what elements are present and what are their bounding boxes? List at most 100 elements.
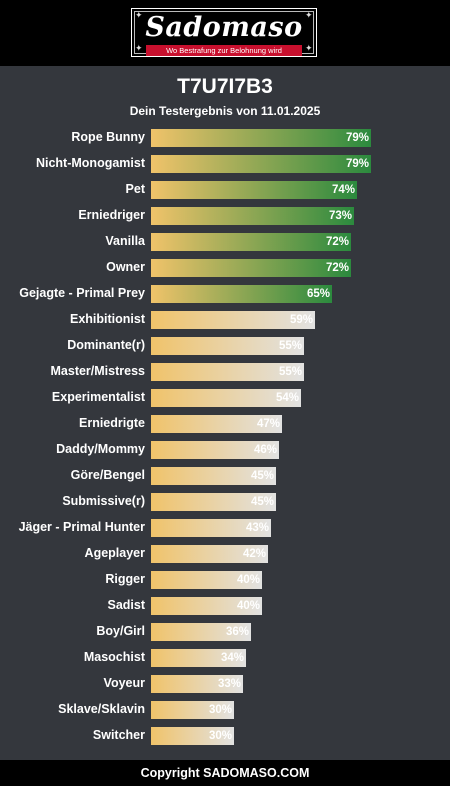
result-bar: 47% (151, 415, 282, 433)
result-bar: 45% (151, 493, 276, 511)
result-label: Ageplayer (84, 546, 145, 560)
result-label: Masochist (83, 650, 145, 664)
corner-ornament-icon: ✦ (135, 44, 143, 54)
result-label: Boy/Girl (96, 624, 145, 638)
result-label: Daddy/Mommy (56, 442, 145, 456)
result-row: Boy/Girl 36% (0, 622, 450, 641)
result-bar: 34% (151, 649, 246, 667)
result-bar: 36% (151, 623, 251, 641)
result-row: Rope Bunny 79% (0, 128, 450, 147)
result-row: Submissive(r) 45% (0, 492, 450, 511)
result-bar: 72% (151, 259, 351, 277)
result-row: Master/Mistress 55% (0, 362, 450, 381)
result-bar: 65% (151, 285, 332, 303)
header-bar: ✦ ✦ ✦ ✦ Sadomaso Wo Bestrafung zur Beloh… (0, 0, 450, 66)
result-row: Vanilla 72% (0, 232, 450, 251)
result-row: Sadist 40% (0, 596, 450, 615)
result-bar: 33% (151, 675, 243, 693)
result-label: Pet (125, 182, 145, 196)
result-percent: 36% (225, 626, 249, 638)
page-title: T7U7I7B3 (177, 75, 273, 98)
result-bar: 55% (151, 363, 304, 381)
result-label: Rope Bunny (71, 130, 145, 144)
result-label: Submissive(r) (62, 494, 145, 508)
result-row: Masochist 34% (0, 648, 450, 667)
result-label: Erniedrigte (79, 416, 145, 430)
site-logo[interactable]: ✦ ✦ ✦ ✦ Sadomaso Wo Bestrafung zur Beloh… (131, 8, 317, 57)
result-percent: 72% (325, 236, 349, 248)
result-row: Pet 74% (0, 180, 450, 199)
result-percent: 42% (242, 548, 266, 560)
result-bar: 73% (151, 207, 354, 225)
result-label: Sklave/Sklavin (58, 702, 145, 716)
corner-ornament-icon: ✦ (135, 11, 143, 21)
result-row: Erniedriger 73% (0, 206, 450, 225)
result-percent: 59% (289, 314, 313, 326)
result-percent: 45% (250, 496, 274, 508)
result-bar: 30% (151, 727, 234, 745)
result-bar: 30% (151, 701, 234, 719)
result-percent: 30% (208, 730, 232, 742)
result-bar: 54% (151, 389, 301, 407)
result-label: Erniedriger (78, 208, 145, 222)
result-row: Nicht-Monogamist 79% (0, 154, 450, 173)
logo-tagline: Wo Bestrafung zur Belohnung wird (146, 45, 302, 56)
result-percent: 72% (325, 262, 349, 274)
result-row: Voyeur 33% (0, 674, 450, 693)
result-row: Daddy/Mommy 46% (0, 440, 450, 459)
result-bar: 43% (151, 519, 271, 537)
result-label: Rigger (105, 572, 145, 586)
logo-text: Sadomaso (145, 12, 303, 43)
result-percent: 55% (278, 366, 302, 378)
result-bar: 74% (151, 181, 357, 199)
result-bar: 42% (151, 545, 268, 563)
footer-copyright: Copyright SADOMASO.COM (0, 760, 450, 786)
result-bar: 40% (151, 597, 262, 615)
result-percent: 43% (245, 522, 269, 534)
result-percent: 54% (275, 392, 299, 404)
result-row: Rigger 40% (0, 570, 450, 589)
result-bar: 40% (151, 571, 262, 589)
result-percent: 33% (217, 678, 241, 690)
result-percent: 55% (278, 340, 302, 352)
result-label: Exhibitionist (70, 312, 145, 326)
result-percent: 79% (345, 132, 369, 144)
result-label: Master/Mistress (50, 364, 146, 378)
result-bar: 79% (151, 129, 371, 147)
result-bar: 59% (151, 311, 315, 329)
result-percent: 73% (328, 210, 352, 222)
result-row: Owner 72% (0, 258, 450, 277)
result-label: Owner (106, 260, 145, 274)
result-bar: 72% (151, 233, 351, 251)
result-percent: 79% (345, 158, 369, 170)
result-row: Ageplayer 42% (0, 544, 450, 563)
result-percent: 40% (236, 574, 260, 586)
result-label: Gejagte - Primal Prey (19, 286, 145, 300)
result-label: Dominante(r) (67, 338, 145, 352)
result-percent: 34% (220, 652, 244, 664)
result-row: Göre/Bengel 45% (0, 466, 450, 485)
result-label: Experimentalist (51, 390, 145, 404)
result-percent: 45% (250, 470, 274, 482)
result-bar: 55% (151, 337, 304, 355)
result-row: Erniedrigte 47% (0, 414, 450, 433)
result-percent: 65% (306, 288, 330, 300)
result-percent: 40% (236, 600, 260, 612)
result-percent: 30% (208, 704, 232, 716)
result-row: Sklave/Sklavin 30% (0, 700, 450, 719)
corner-ornament-icon: ✦ (305, 11, 313, 21)
result-row: Switcher 30% (0, 726, 450, 745)
result-label: Göre/Bengel (70, 468, 145, 482)
result-subtitle: Dein Testergebnis von 11.01.2025 (129, 104, 321, 118)
result-percent: 47% (256, 418, 280, 430)
result-row: Exhibitionist 59% (0, 310, 450, 329)
result-label: Jäger - Primal Hunter (18, 520, 145, 534)
result-label: Vanilla (105, 234, 145, 248)
result-row: Experimentalist 54% (0, 388, 450, 407)
result-row: Gejagte - Primal Prey 65% (0, 284, 450, 303)
result-bar: 79% (151, 155, 371, 173)
result-row: Jäger - Primal Hunter 43% (0, 518, 450, 537)
corner-ornament-icon: ✦ (305, 44, 313, 54)
result-label: Nicht-Monogamist (35, 156, 145, 170)
result-row: Dominante(r) 55% (0, 336, 450, 355)
